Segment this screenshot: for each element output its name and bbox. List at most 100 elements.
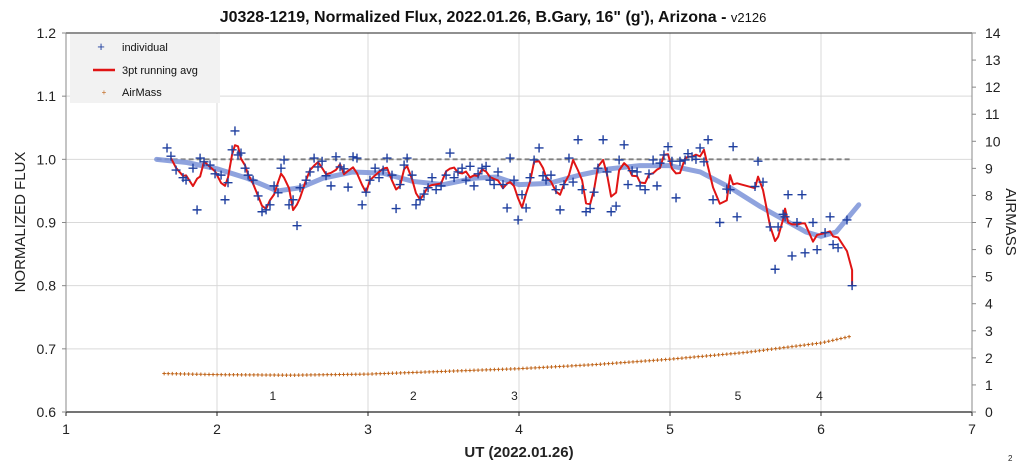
individual-point xyxy=(680,155,690,165)
airmass-point xyxy=(199,372,203,377)
individual-point xyxy=(644,169,654,179)
airmass-point xyxy=(700,354,705,359)
individual-point xyxy=(370,163,380,173)
annotation-label: 5 xyxy=(735,389,742,403)
airmass-point xyxy=(786,345,790,349)
airmass-point xyxy=(830,338,835,343)
individual-point xyxy=(551,185,561,195)
y2-axis-label: AIRMASS xyxy=(1002,188,1019,256)
x-axis-label: UT (2022.01.26) xyxy=(464,444,573,461)
individual-point xyxy=(728,142,738,152)
chart-title-version: v2126 xyxy=(731,10,766,25)
individual-point xyxy=(589,187,599,197)
airmass-point xyxy=(390,371,395,376)
airmass-point xyxy=(720,352,725,357)
airmass-point xyxy=(777,346,782,350)
y2-tick-label: 7 xyxy=(985,215,993,231)
airmass-point xyxy=(484,368,489,372)
individual-point xyxy=(326,181,336,191)
individual-point xyxy=(493,167,503,177)
individual-point xyxy=(427,173,437,183)
airmass-point xyxy=(305,373,309,377)
airmass-point xyxy=(586,363,590,367)
individual-point xyxy=(343,182,353,192)
airmass-point xyxy=(578,363,582,368)
airmass-point xyxy=(423,370,427,374)
individual-point xyxy=(648,155,658,165)
airmass-point xyxy=(826,339,831,344)
airmass-point xyxy=(280,373,285,377)
individual-point xyxy=(292,221,302,231)
airmass-point xyxy=(753,349,758,354)
airmass-point xyxy=(292,373,297,377)
airmass-point xyxy=(439,369,444,374)
airmass-point xyxy=(598,362,603,367)
airmass-point xyxy=(508,367,513,371)
individual-point xyxy=(236,148,246,158)
individual-point xyxy=(257,207,267,217)
airmass-point xyxy=(521,366,525,371)
individual-point xyxy=(797,190,807,200)
individual-point xyxy=(276,163,286,173)
airmass-point xyxy=(284,373,289,377)
individual-point xyxy=(171,165,181,175)
airmass-point xyxy=(190,372,195,376)
y2-tick-label: 8 xyxy=(985,187,993,203)
airmass-point xyxy=(737,351,741,355)
x-tick-label: 2 xyxy=(213,421,221,437)
individual-point xyxy=(288,195,298,205)
airmass-point xyxy=(235,372,240,377)
y2-tick-label: 10 xyxy=(985,133,1001,149)
individual-point xyxy=(317,156,327,166)
individual-point xyxy=(602,167,612,177)
individual-point xyxy=(407,170,417,180)
annotation-label: 4 xyxy=(816,389,823,403)
individual-point xyxy=(321,171,331,181)
individual-point xyxy=(445,148,455,158)
individual-point xyxy=(162,143,172,153)
individual-point xyxy=(227,145,237,155)
individual-point xyxy=(352,153,362,163)
airmass-point xyxy=(631,360,635,364)
airmass-point xyxy=(757,348,762,353)
airmass-point xyxy=(223,372,228,377)
airmass-point xyxy=(374,372,378,376)
airmass-point xyxy=(655,358,660,362)
individual-point xyxy=(279,155,289,165)
individual-point xyxy=(559,180,569,190)
individual-point xyxy=(509,175,519,185)
airmass-point xyxy=(724,352,729,356)
airmass-point xyxy=(749,349,754,354)
individual-point xyxy=(555,205,565,215)
individual-point xyxy=(361,187,371,197)
airmass-point xyxy=(260,373,264,377)
airmass-point xyxy=(349,372,354,377)
individual-point xyxy=(708,195,718,205)
individual-point xyxy=(223,178,233,188)
individual-point xyxy=(847,281,857,291)
individual-point xyxy=(652,181,662,191)
airmass-point xyxy=(370,372,374,376)
airmass-point xyxy=(688,355,692,360)
airmass-point xyxy=(782,345,786,350)
airmass-point xyxy=(300,373,305,377)
individual-point xyxy=(619,140,629,150)
individual-point xyxy=(477,163,487,173)
individual-point xyxy=(659,150,669,160)
airmass-point xyxy=(582,363,586,367)
individual-point xyxy=(273,188,283,198)
airmass-point xyxy=(472,368,476,373)
y2-tick-label: 13 xyxy=(985,52,1001,68)
individual-point xyxy=(210,169,220,179)
airmass-point xyxy=(680,356,684,360)
airmass-point xyxy=(496,367,501,372)
airmass-point xyxy=(802,343,807,347)
individual-point xyxy=(842,215,852,225)
legend-marker-airmass: + xyxy=(102,88,107,97)
individual-point xyxy=(395,180,405,190)
airmass-point xyxy=(692,355,696,359)
y-tick-label: 0.9 xyxy=(37,215,57,231)
individual-point xyxy=(828,240,838,250)
airmass-point xyxy=(362,372,366,376)
individual-point xyxy=(792,218,802,227)
